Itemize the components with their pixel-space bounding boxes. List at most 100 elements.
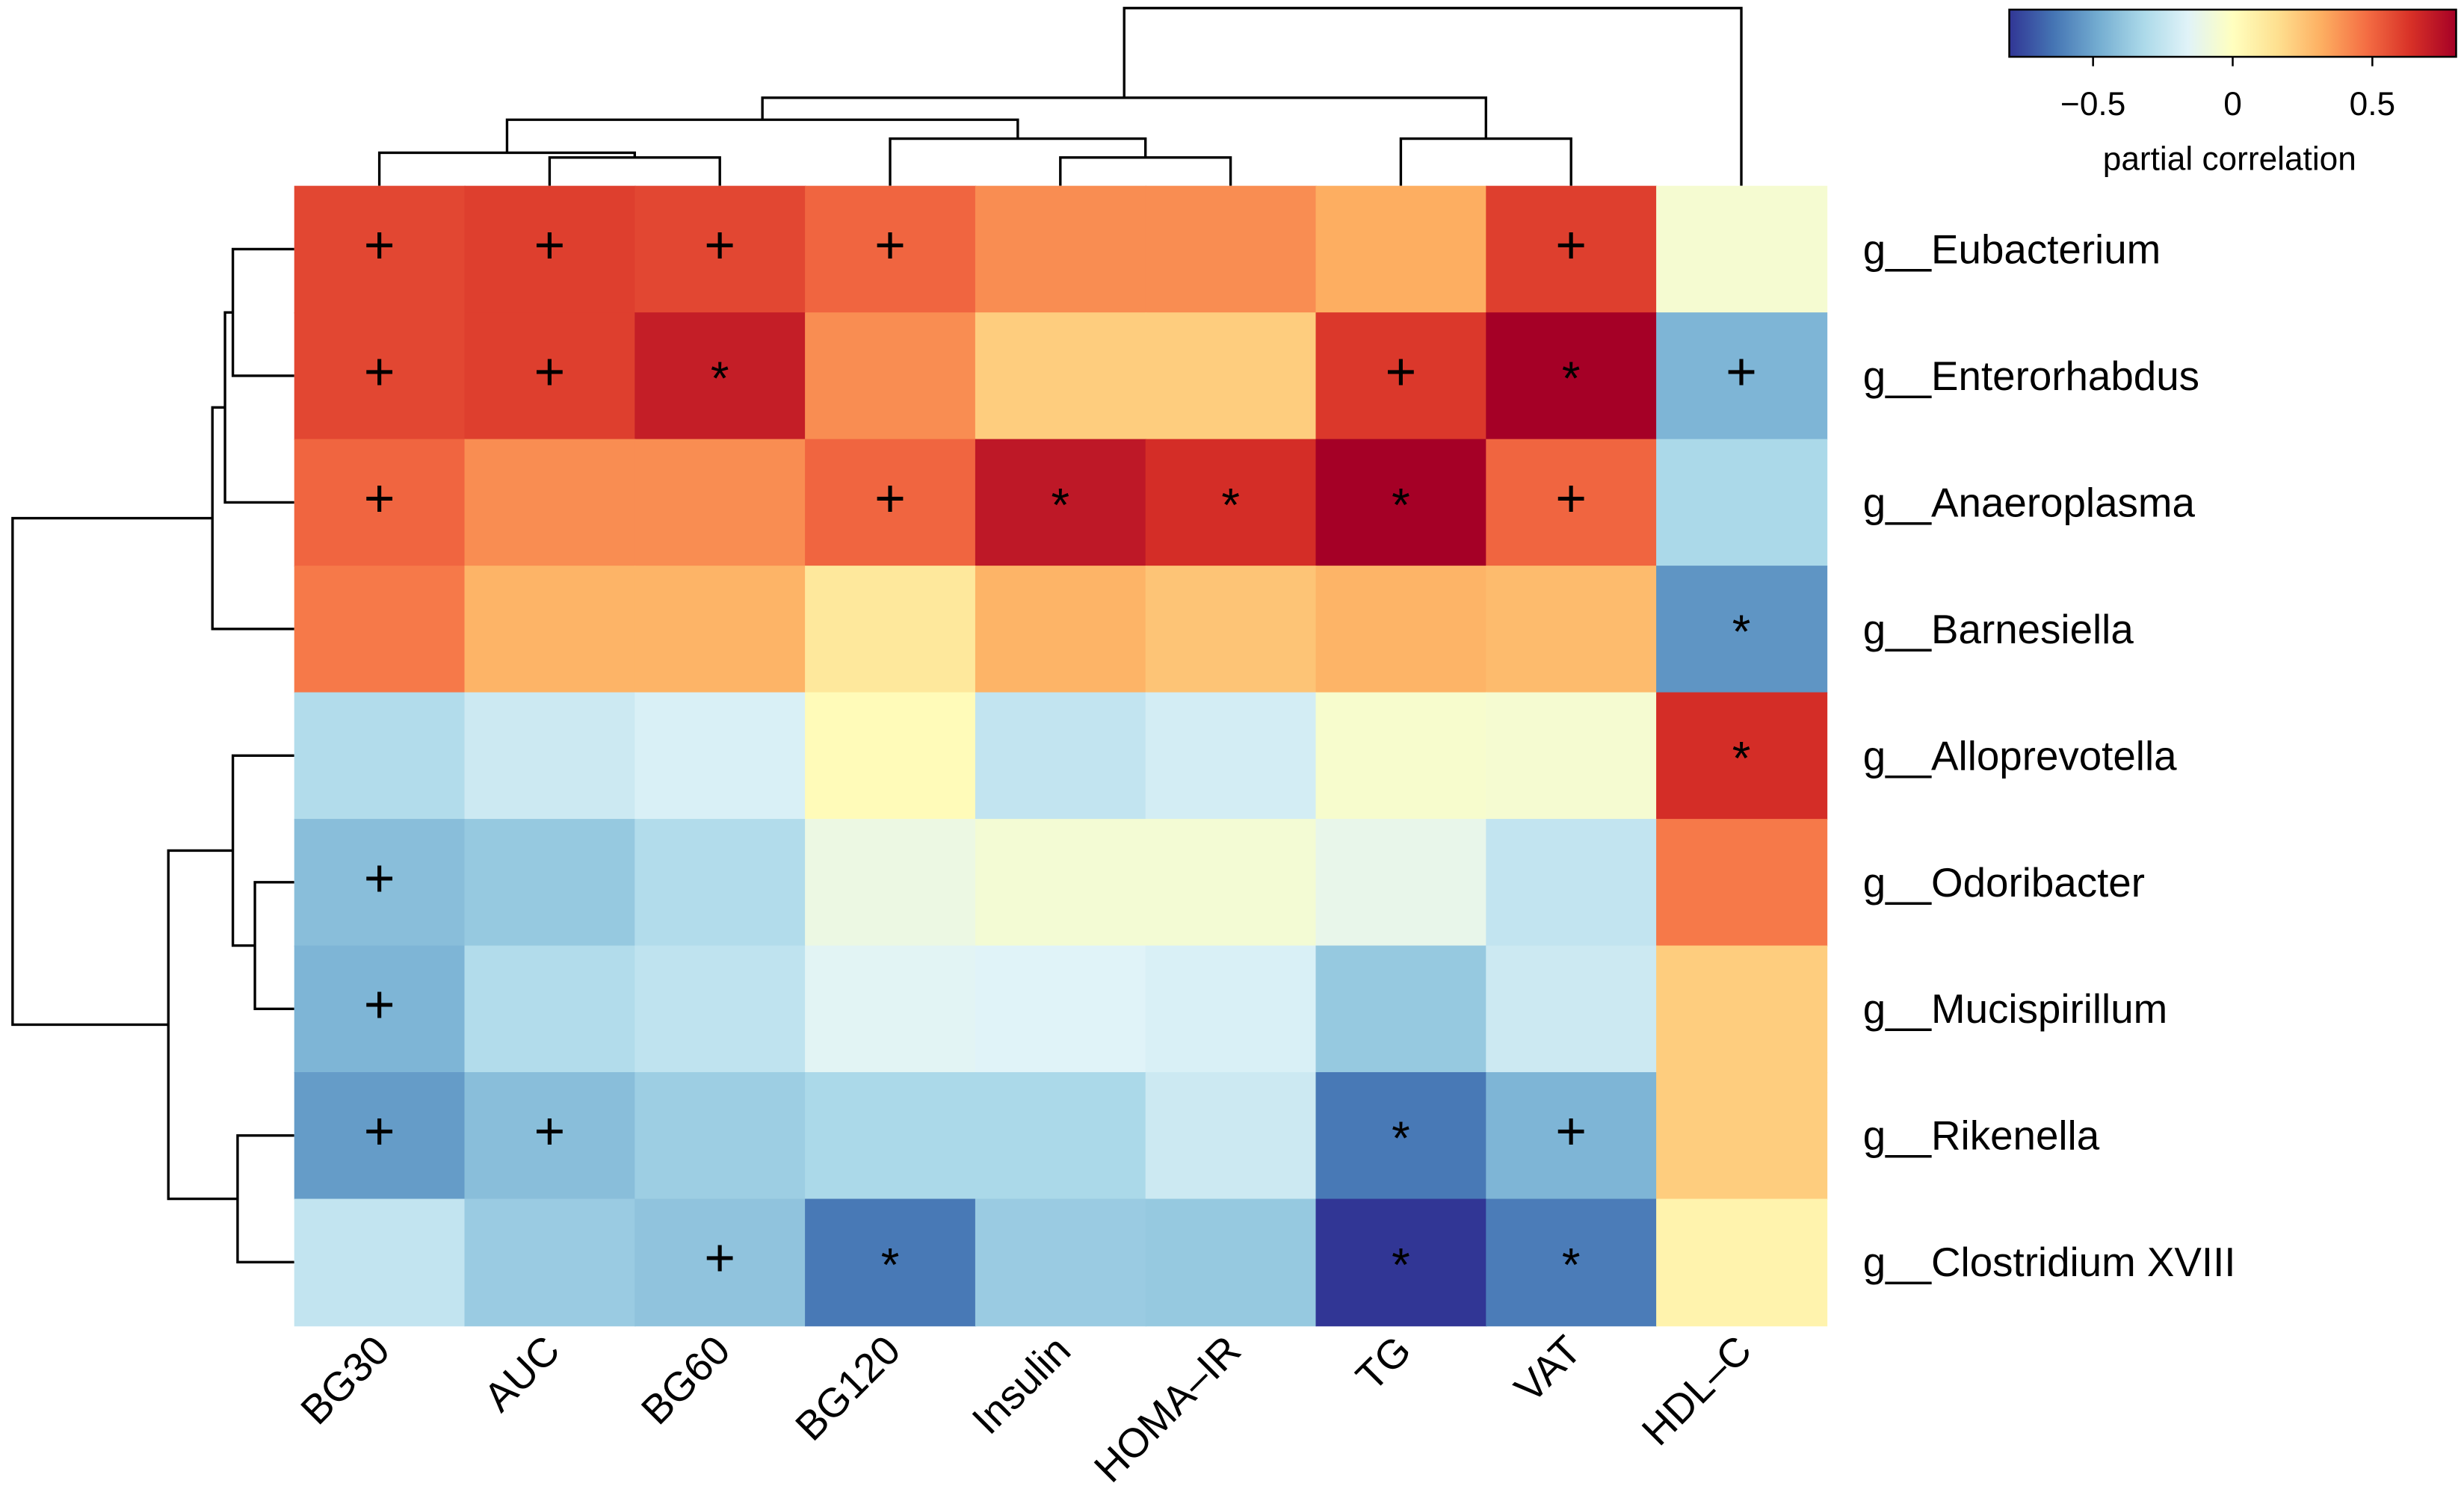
heatmap-cell-g-enterorhabdus-vat — [1486, 312, 1658, 440]
heatmap-cell-g-enterorhabdus-auc — [464, 312, 636, 440]
significance-plus-g-rikenella-bg30: + — [364, 1102, 395, 1162]
heatmap-cell-g-clostridium-xviii-bg30 — [294, 1198, 466, 1327]
colorbar-legend: −0.5 0 0.5 partial correlation — [2008, 8, 2457, 178]
significance-plus-g-eubacterium-bg30: + — [364, 215, 395, 275]
column-label-homa-ir: HOMA–IR — [1085, 1326, 1250, 1491]
heatmap-cell-g-eubacterium-bg30 — [294, 185, 466, 314]
significance-plus-g-anaeroplasma-bg120: + — [874, 468, 906, 528]
significance-plus-g-rikenella-vat: + — [1555, 1102, 1587, 1162]
heatmap-cell-g-alloprevotella-bg30 — [294, 692, 466, 820]
row-label-g-eubacterium: g__Eubacterium — [1863, 226, 2161, 272]
significance-star-g-anaeroplasma-tg: * — [1392, 480, 1410, 532]
heatmap-cell-g-rikenella-auc — [464, 1072, 636, 1200]
heatmap-cell-g-clostridium-xviii-bg60 — [634, 1198, 806, 1327]
heatmap-cell-g-alloprevotella-auc — [464, 692, 636, 820]
heatmap-cell-g-odoribacter-bg30 — [294, 819, 466, 947]
significance-plus-g-enterorhabdus-tg: + — [1385, 342, 1416, 402]
row-dendrogram-branch-r1 — [167, 849, 238, 1201]
significance-star-g-anaeroplasma-homa-ir: * — [1221, 480, 1240, 532]
heatmap-cell-g-rikenella-vat — [1486, 1072, 1658, 1200]
heatmap-cell-g-eubacterium-bg60 — [634, 185, 806, 314]
significance-plus-g-clostridium-xviii-bg60: + — [704, 1228, 735, 1288]
row-label-g-mucispirillum: g__Mucispirillum — [1863, 985, 2167, 1032]
heatmap-cell-g-enterorhabdus-hdl-c — [1656, 312, 1828, 440]
heatmap-cell-g-anaeroplasma-tg — [1315, 439, 1487, 567]
significance-plus-g-eubacterium-bg120: + — [874, 215, 906, 275]
heatmap-cell-g-alloprevotella-hdl-c — [1656, 692, 1828, 820]
heatmap-cell-g-anaeroplasma-homa-ir — [1145, 439, 1317, 567]
colorbar-tick-label-0: −0.5 — [2060, 86, 2125, 123]
heatmap-cell-g-mucispirillum-homa-ir — [1145, 945, 1317, 1074]
row-label-g-odoribacter: g__Odoribacter — [1863, 859, 2145, 906]
heatmap-cell-g-enterorhabdus-bg60 — [634, 312, 806, 440]
heatmap-cell-g-barnesiella-insulin — [975, 566, 1146, 693]
heatmap-cell-g-clostridium-xviii-vat — [1486, 1198, 1658, 1327]
significance-star-g-clostridium-xviii-bg120: * — [881, 1240, 900, 1292]
heatmap-cell-g-eubacterium-auc — [464, 185, 636, 314]
heatmap-cell-g-alloprevotella-bg60 — [634, 692, 806, 820]
column-dendrogram-branch-r00 — [505, 118, 1019, 153]
column-label-tg: TG — [1347, 1326, 1420, 1399]
column-dendrogram — [377, 7, 1743, 186]
row-label-g-alloprevotella: g__Alloprevotella — [1863, 732, 2177, 779]
heatmap-cell-g-eubacterium-vat — [1486, 185, 1658, 314]
column-dendrogram-branch-r01 — [1399, 137, 1572, 186]
heatmap-cell-g-enterorhabdus-tg — [1315, 312, 1487, 440]
significance-plus-g-mucispirillum-bg30: + — [364, 975, 395, 1035]
heatmap-cell-g-odoribacter-bg60 — [634, 819, 806, 947]
column-dendrogram-branch-r0011 — [1059, 156, 1232, 186]
heatmap-cell-g-alloprevotella-insulin — [975, 692, 1146, 820]
significance-star-g-clostridium-xviii-tg: * — [1392, 1240, 1410, 1292]
row-dendrogram-branch-r10 — [231, 754, 294, 947]
significance-plus-g-odoribacter-bg30: + — [364, 849, 395, 909]
heatmap-cell-g-anaeroplasma-bg30 — [294, 439, 466, 567]
heatmap-cell-g-rikenella-bg30 — [294, 1072, 466, 1200]
column-label-bg120: BG120 — [786, 1326, 909, 1449]
colorbar-tick-label-1: 0 — [2223, 86, 2242, 123]
heatmap-cell-g-rikenella-homa-ir — [1145, 1072, 1317, 1200]
column-label-auc: AUC — [475, 1326, 569, 1420]
heatmap-cell-g-anaeroplasma-hdl-c — [1656, 439, 1828, 567]
heatmap-cell-g-barnesiella-auc — [464, 566, 636, 693]
heatmap-cell-g-barnesiella-vat — [1486, 566, 1658, 693]
heatmap-cell-g-clostridium-xviii-insulin — [975, 1198, 1146, 1327]
heatmap-cell-g-enterorhabdus-bg120 — [805, 312, 977, 440]
heatmap-cell-g-eubacterium-tg — [1315, 185, 1487, 314]
heatmap-cell-g-alloprevotella-bg120 — [805, 692, 977, 820]
significance-plus-g-enterorhabdus-auc: + — [534, 342, 565, 402]
heatmap-cell-g-anaeroplasma-auc — [464, 439, 636, 567]
heatmap-cell-g-rikenella-bg60 — [634, 1072, 806, 1200]
heatmap-cell-g-rikenella-tg — [1315, 1072, 1487, 1200]
colorbar-tick-label-2: 0.5 — [2350, 86, 2395, 123]
significance-plus-g-eubacterium-vat: + — [1555, 215, 1587, 275]
column-dendrogram-branch-r0001 — [548, 156, 721, 186]
heatmap-cell-g-odoribacter-tg — [1315, 819, 1487, 947]
significance-plus-g-eubacterium-bg60: + — [704, 215, 735, 275]
heatmap-cell-g-eubacterium-hdl-c — [1656, 185, 1828, 314]
column-label-bg30: BG30 — [291, 1326, 398, 1433]
heatmap-cell-g-rikenella-hdl-c — [1656, 1072, 1828, 1200]
heatmap-cell-g-mucispirillum-bg60 — [634, 945, 806, 1074]
heatmap-cell-g-anaeroplasma-bg120 — [805, 439, 977, 567]
row-dendrogram-branch-r11 — [236, 1134, 294, 1263]
heatmap-cell-g-rikenella-insulin — [975, 1072, 1146, 1200]
heatmap-cell-g-odoribacter-insulin — [975, 819, 1146, 947]
row-label-g-anaeroplasma: g__Anaeroplasma — [1863, 479, 2196, 525]
significance-star-g-barnesiella-hdl-c: * — [1732, 606, 1751, 658]
row-dendrogram-branch-r101 — [253, 881, 294, 1010]
significance-marks: + + + + + + + * + * + + + * * * + * * + + + + * + + * * * — [364, 215, 1757, 1291]
heatmap-cell-g-clostridium-xviii-tg — [1315, 1198, 1487, 1327]
colorbar-gradient — [2009, 9, 2457, 58]
heatmap-cells — [294, 185, 1828, 1327]
heatmap-cell-g-barnesiella-tg — [1315, 566, 1487, 693]
heatmap-cell-g-clostridium-xviii-hdl-c — [1656, 1198, 1828, 1327]
heatmap-cell-g-anaeroplasma-bg60 — [634, 439, 806, 567]
heatmap-cell-g-clostridium-xviii-homa-ir — [1145, 1198, 1317, 1327]
significance-plus-g-anaeroplasma-bg30: + — [364, 468, 395, 528]
heatmap-cell-g-enterorhabdus-homa-ir — [1145, 312, 1317, 440]
significance-star-g-enterorhabdus-vat: * — [1562, 353, 1581, 405]
column-labels: BG30 AUC BG60 BG120 Insulin HOMA–IR TG VAT HDL–C — [291, 1326, 1760, 1491]
significance-plus-g-rikenella-auc: + — [534, 1102, 565, 1162]
column-label-bg60: BG60 — [632, 1326, 739, 1433]
